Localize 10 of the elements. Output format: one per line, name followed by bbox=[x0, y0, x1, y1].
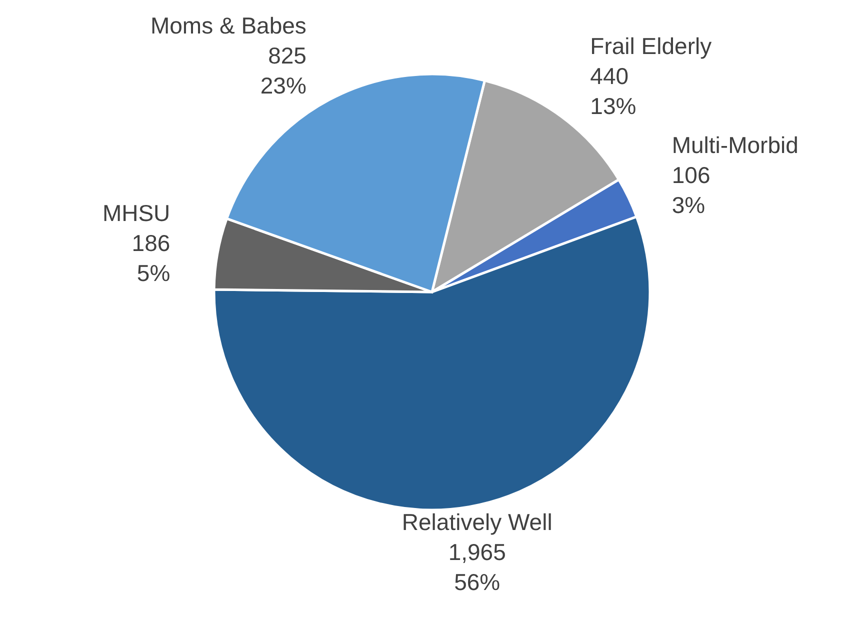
data-label: 106 3% bbox=[672, 162, 710, 218]
slice-label: Relatively Well bbox=[402, 509, 552, 536]
data-label: 186 5% bbox=[132, 230, 170, 286]
data-label: 825 23% bbox=[260, 42, 306, 99]
slice-label: MHSU bbox=[102, 200, 170, 226]
data-label: 440 13% bbox=[590, 63, 636, 120]
data-label: 1,965 56% bbox=[448, 539, 506, 596]
slice-label: Multi-Morbid bbox=[672, 132, 798, 158]
slice-label: Frail Elderly bbox=[590, 33, 712, 60]
slice-label: Moms & Babes bbox=[150, 12, 306, 39]
